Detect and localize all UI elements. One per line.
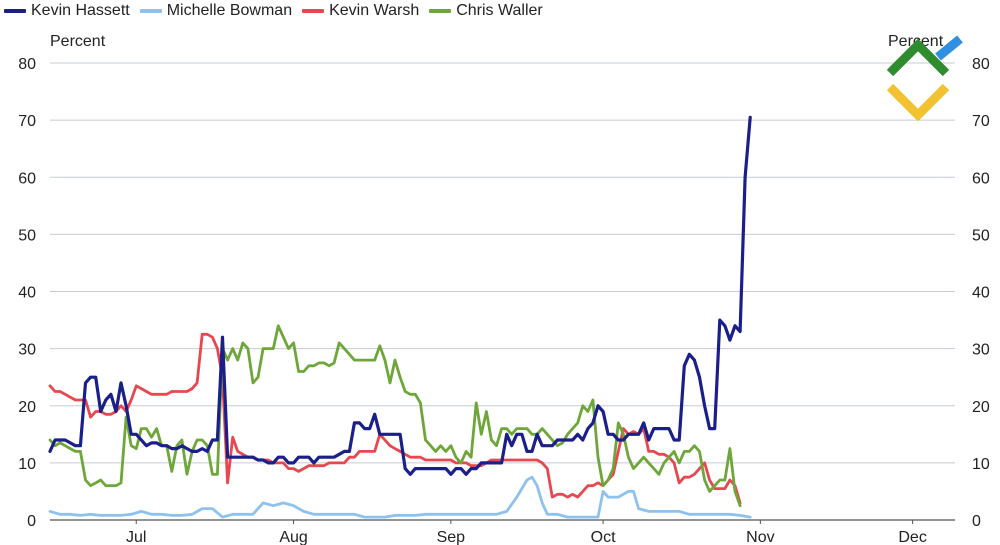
legend-label-bowman: Michelle Bowman: [166, 2, 293, 19]
x-tick-oct: Oct: [591, 529, 616, 545]
y-tick-right-10: 10: [972, 456, 990, 473]
legend-item-bowman[interactable]: Michelle Bowman: [139, 2, 293, 20]
x-tick-nov: Nov: [746, 529, 774, 545]
y-tick-left-20: 20: [18, 399, 36, 416]
series-line-michelle-bowman: [48, 475, 752, 519]
legend-swatch-bowman: [139, 9, 162, 13]
y-tick-right-60: 60: [972, 170, 990, 187]
y-tick-right-0: 0: [972, 513, 981, 530]
y-tick-right-80: 80: [972, 56, 990, 73]
legend-item-warsh[interactable]: Kevin Warsh: [302, 2, 419, 20]
y-tick-left-40: 40: [18, 285, 36, 302]
legend-item-hassett[interactable]: Kevin Hassett: [4, 2, 130, 20]
series-line-kevin-warsh: [48, 332, 742, 505]
brand-logo-icon: [886, 35, 963, 122]
legend-item-waller[interactable]: Chris Waller: [429, 2, 543, 20]
legend-swatch-hassett: [4, 9, 26, 13]
y-tick-left-70: 70: [18, 113, 36, 130]
series-line-chris-waller: [48, 324, 742, 508]
y-tick-left-60: 60: [18, 170, 36, 187]
y-axis-unit-left: Percent: [50, 33, 106, 50]
y-tick-left-10: 10: [18, 456, 36, 473]
y-tick-right-50: 50: [972, 227, 990, 244]
y-tick-right-20: 20: [972, 399, 990, 416]
legend-label-warsh: Kevin Warsh: [329, 2, 420, 19]
x-tick-jul: Jul: [126, 529, 146, 545]
y-tick-left-80: 80: [18, 56, 36, 73]
x-tick-sep: Sep: [437, 529, 466, 545]
legend-swatch-warsh: [302, 9, 325, 13]
legend-swatch-waller: [429, 9, 452, 13]
legend-label-waller: Chris Waller: [456, 2, 543, 19]
y-tick-left-50: 50: [18, 227, 36, 244]
x-tick-aug: Aug: [279, 529, 307, 545]
series-line-kevin-hassett: [48, 115, 752, 476]
y-tick-left-0: 0: [27, 513, 36, 530]
x-tick-dec: Dec: [898, 529, 926, 545]
y-tick-right-30: 30: [972, 342, 990, 359]
y-tick-right-70: 70: [972, 113, 990, 130]
legend-label-hassett: Kevin Hassett: [31, 2, 130, 19]
y-tick-left-30: 30: [18, 342, 36, 359]
y-tick-right-40: 40: [972, 285, 990, 302]
legend: Kevin Hassett Michelle Bowman Kevin Wars…: [4, 0, 543, 22]
